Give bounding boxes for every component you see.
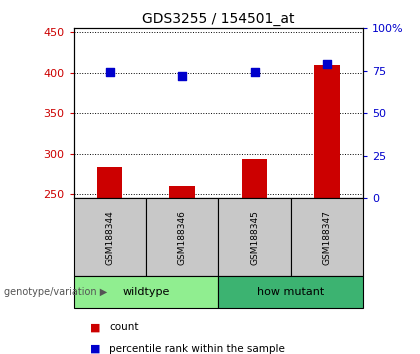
Text: GSM188344: GSM188344	[105, 210, 114, 264]
Text: ■: ■	[90, 322, 101, 332]
Point	[251, 69, 258, 74]
Bar	[170, 186, 195, 198]
Text: ■: ■	[90, 344, 101, 354]
Text: genotype/variation ▶: genotype/variation ▶	[4, 287, 108, 297]
Point	[179, 73, 186, 79]
Text: wildtype: wildtype	[122, 287, 170, 297]
Text: how mutant: how mutant	[257, 287, 325, 297]
Text: count: count	[109, 322, 139, 332]
Text: GSM188346: GSM188346	[178, 210, 186, 265]
Point	[324, 61, 331, 67]
Title: GDS3255 / 154501_at: GDS3255 / 154501_at	[142, 12, 295, 26]
Bar	[242, 159, 267, 198]
Text: GSM188347: GSM188347	[323, 210, 331, 265]
Text: percentile rank within the sample: percentile rank within the sample	[109, 344, 285, 354]
Text: GSM188345: GSM188345	[250, 210, 259, 265]
Point	[106, 70, 113, 75]
Bar	[315, 65, 340, 198]
Bar	[97, 167, 122, 198]
